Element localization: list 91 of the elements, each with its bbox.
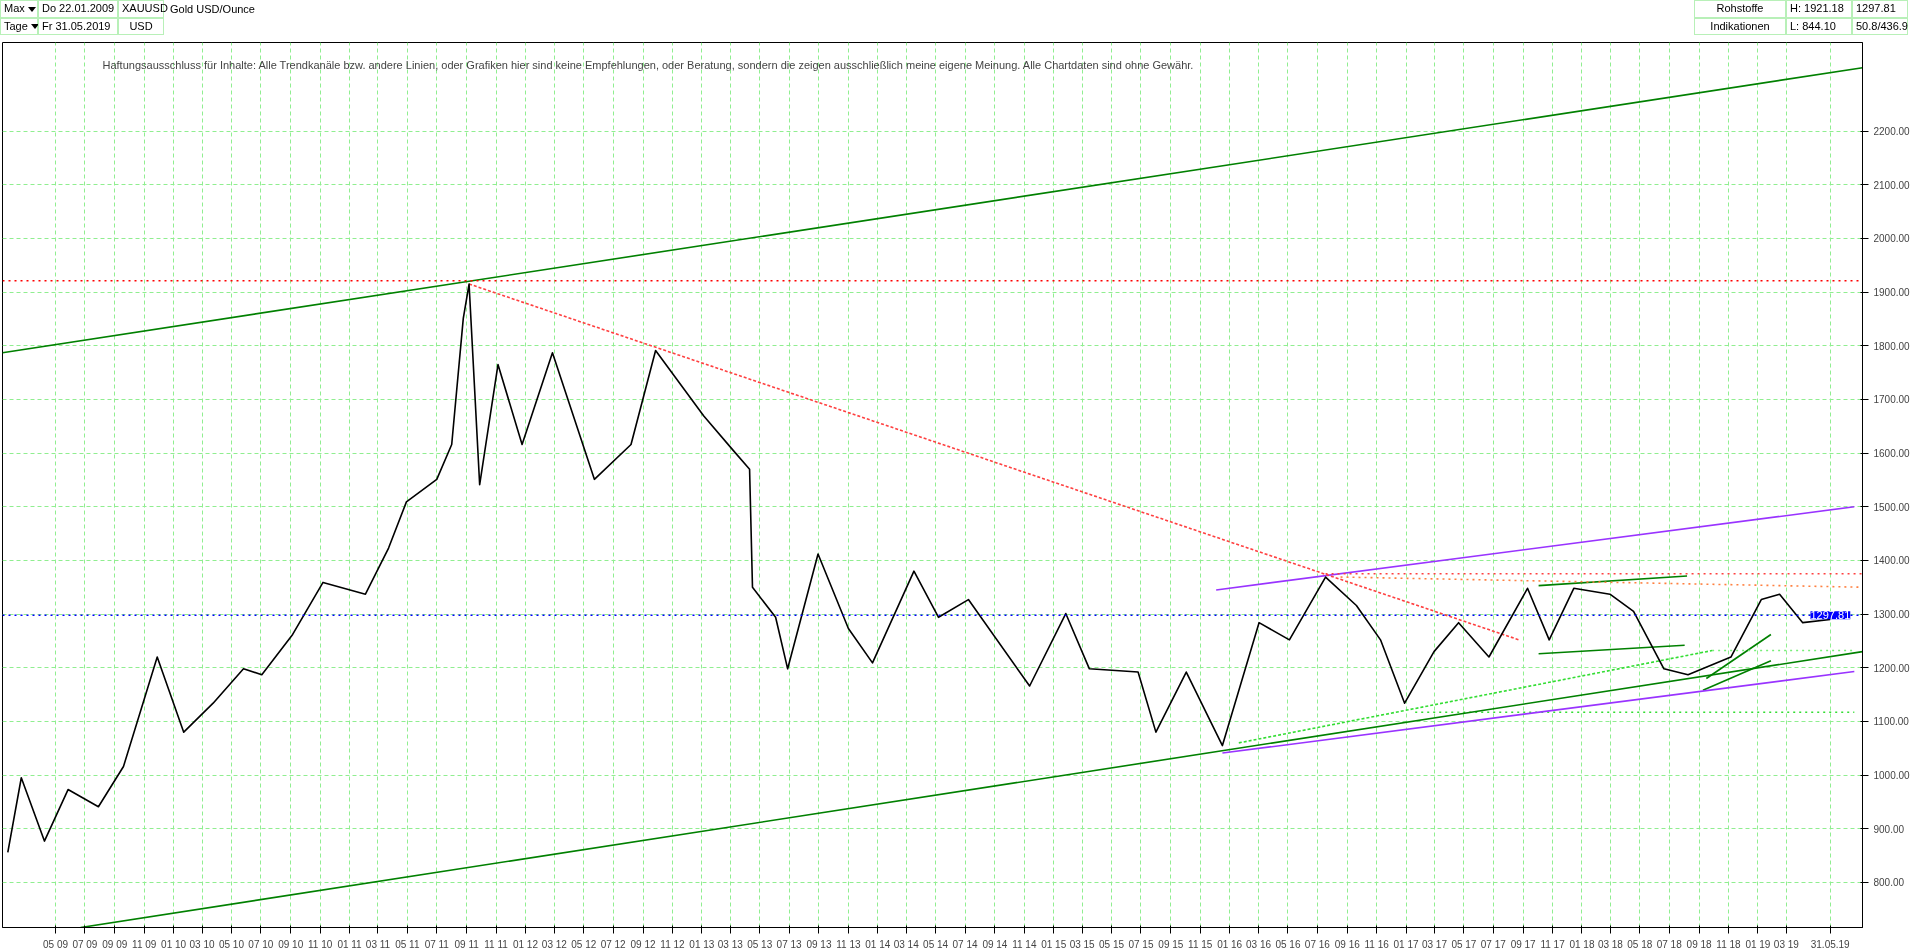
text: XAUUSD (121, 1, 168, 16)
y-tick-label: 1000.00 (1873, 770, 1911, 782)
x-tick-label: 05 18 (1627, 938, 1653, 950)
text: H: 1921.18 (1786, 0, 1852, 18)
x-tick-label: 05 13 (747, 938, 773, 950)
text: Indikationen (1694, 17, 1786, 36)
x-tick-label: 11 17 (1540, 938, 1566, 950)
x-tick-label: 01 14 (865, 938, 891, 950)
x-tick-label: 09 16 (1334, 938, 1361, 950)
x-tick-label: 07 17 (1480, 938, 1507, 950)
chart-title: Gold USD/Ounce (170, 3, 255, 15)
x-tick-label: 11 16 (1364, 938, 1390, 950)
text: 50.8/436.9 (1852, 17, 1908, 36)
text: L: 844.10 (1786, 17, 1852, 36)
x-tick-label: 11 11 (484, 938, 509, 950)
x-tick-label: 09 11 (454, 938, 480, 950)
x-tick-label: 05 11 (395, 938, 420, 950)
x-tick-label: 11 14 (1012, 938, 1037, 950)
x-tick-label: 03 12 (541, 938, 568, 950)
y-tick-label: 1200.00 (1873, 662, 1911, 674)
text: 1297.81 (1852, 0, 1908, 18)
annotation: Haftungsausschluss für Inhalte: Alle Trendkanäle bzw. andere Linien, oder Grafiken hier sind keine Empfehlungen, oder Beratung, sondern die zeigen ausschließlich meine eigene Meinung. Alle Chartdaten sind ohne Gewähr. (102, 58, 1194, 71)
y-tick-label: 1700.00 (1873, 394, 1911, 406)
y-tick-label: 2200.00 (1873, 126, 1911, 138)
x-tick-label: 03 10 (189, 938, 215, 950)
x-tick-label: 09 13 (806, 938, 832, 950)
x-tick-label: 05 09 (43, 938, 69, 950)
text: USD (118, 17, 164, 36)
y-tick-label: 900.00 (1873, 823, 1905, 835)
x-tick-label: 01 13 (689, 938, 715, 950)
x-tick-label: 03 14 (893, 938, 920, 950)
y-tick-label: 1400.00 (1873, 555, 1911, 567)
x-tick-label: 01 18 (1569, 938, 1595, 950)
x-tick-label: 07 11 (424, 938, 450, 950)
text: Tage (0, 17, 38, 36)
x-tick-label: 05 17 (1451, 938, 1477, 950)
x-tick-label: 03 19 (1773, 938, 1800, 950)
x-tick-label: 31.05.19 (1810, 938, 1851, 950)
x-tick-label: 07 14 (952, 938, 978, 950)
y-tick-label: 2100.00 (1873, 179, 1911, 191)
x-tick-label: 05 10 (218, 938, 245, 950)
x-tick-label: 07 15 (1128, 938, 1154, 950)
text: Fr 31.05.2019 (38, 17, 118, 36)
x-tick-label: 01 15 (1041, 938, 1067, 950)
x-tick-label: 05 14 (923, 938, 949, 950)
x-tick-label: 07 18 (1656, 938, 1683, 950)
y-tick-label: 800.00 (1873, 877, 1905, 889)
x-tick-label: 09 12 (630, 938, 657, 950)
x-tick-label: 11 09 (132, 938, 157, 950)
y-tick-label: 2000.00 (1873, 233, 1911, 245)
x-tick-label: 09 14 (982, 938, 1008, 950)
x-tick-label: 11 13 (836, 938, 861, 950)
x-tick-label: 07 16 (1304, 938, 1331, 950)
text: Max (0, 0, 38, 18)
x-tick-label: 03 15 (1069, 938, 1096, 950)
x-tick-label: 07 12 (600, 938, 627, 950)
x-tick-label: 11 10 (307, 938, 333, 950)
y-tick-label: 1100.00 (1873, 716, 1910, 728)
x-tick-label: 09 10 (278, 938, 304, 950)
x-tick-label: 07 09 (72, 938, 98, 950)
x-tick-label: 01 16 (1217, 938, 1243, 950)
x-tick-label: 03 17 (1421, 938, 1448, 950)
y-tick-label: 1900.00 (1873, 287, 1911, 299)
ref-line-label: 1297.81 (1810, 609, 1851, 622)
x-tick-label: 03 16 (1246, 938, 1272, 950)
x-tick-label: 01 17 (1393, 938, 1420, 950)
x-tick-label: 03 13 (717, 938, 744, 950)
x-tick-label: 01 19 (1745, 938, 1771, 950)
x-tick-label: 03 18 (1597, 938, 1624, 950)
text: Rohstoffe (1694, 0, 1786, 18)
y-tick-label: 1500.00 (1873, 501, 1911, 513)
x-tick-label: 01 12 (512, 938, 539, 950)
x-tick-label: 11 18 (1716, 938, 1742, 950)
x-tick-label: 05 12 (571, 938, 597, 950)
x-tick-label: 05 16 (1275, 938, 1301, 950)
y-tick-label: 1800.00 (1873, 340, 1911, 352)
x-tick-label: 01 11 (337, 938, 363, 950)
x-tick-label: 09 18 (1686, 938, 1713, 950)
x-tick-label: 11 15 (1188, 938, 1213, 950)
x-tick-label: 09 15 (1158, 938, 1184, 950)
x-tick-label: 09 17 (1510, 938, 1537, 950)
x-tick-label: 03 11 (365, 938, 391, 950)
x-tick-label: 09 09 (102, 938, 128, 950)
x-tick-label: 07 13 (776, 938, 803, 950)
y-tick-label: 1300.00 (1873, 609, 1911, 621)
y-tick-label: 1600.00 (1873, 448, 1911, 460)
x-tick-label: 07 10 (248, 938, 274, 950)
x-tick-label: 11 12 (660, 938, 686, 950)
x-tick-label: 01 10 (161, 938, 187, 950)
text: Do 22.01.2009 (38, 0, 118, 18)
x-tick-label: 05 15 (1099, 938, 1125, 950)
